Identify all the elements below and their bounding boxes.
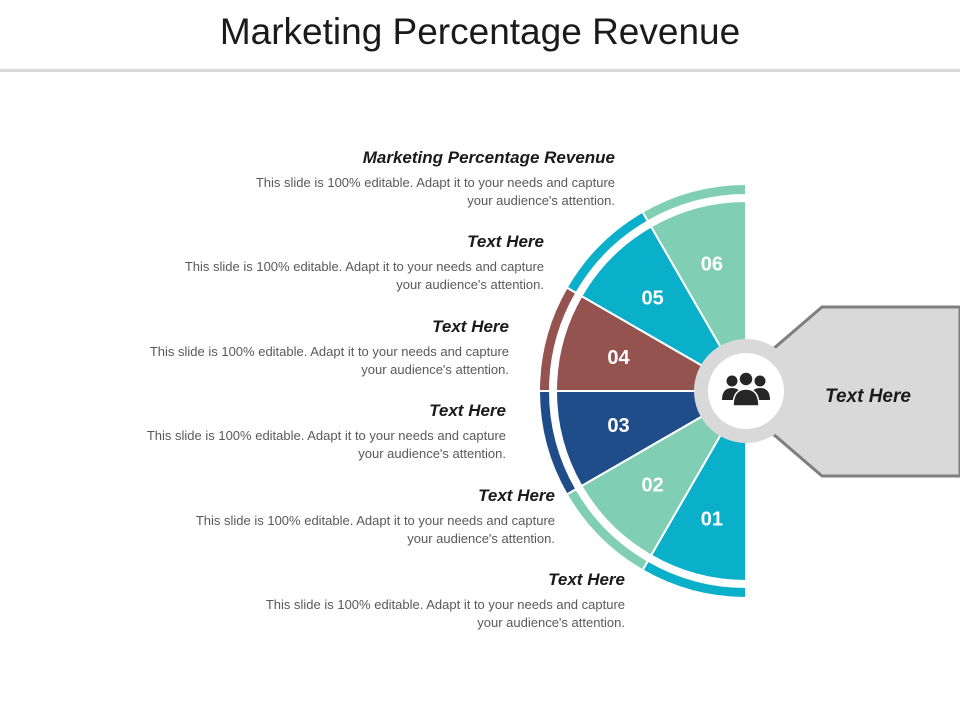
wedge-02	[580, 388, 749, 557]
ring-arc-06	[641, 182, 747, 223]
text-block-heading: Marketing Percentage Revenue	[362, 148, 615, 167]
text-block-2: Text Here This slide is 100% editable. A…	[174, 231, 544, 294]
text-block-body: This slide is 100% editable. Adapt it to…	[146, 428, 506, 461]
wedges	[554, 199, 750, 583]
text-block-1: Marketing Percentage Revenue This slide …	[245, 147, 615, 210]
text-block-body: This slide is 100% editable. Adapt it to…	[149, 344, 509, 377]
text-block-heading: Text Here	[429, 401, 506, 420]
segment-label-04: 04	[607, 347, 630, 369]
wedge-01	[649, 387, 747, 583]
segment-label-06: 06	[701, 253, 723, 275]
text-block-6: Text Here This slide is 100% editable. A…	[255, 569, 625, 632]
text-block-heading: Text Here	[548, 570, 625, 589]
text-block-3: Text Here This slide is 100% editable. A…	[139, 316, 509, 379]
title-divider	[0, 69, 960, 72]
callout-label: Text Here	[825, 386, 911, 407]
text-block-body: This slide is 100% editable. Adapt it to…	[255, 175, 615, 208]
text-block-4: Text Here This slide is 100% editable. A…	[136, 400, 506, 463]
text-block-body: This slide is 100% editable. Adapt it to…	[184, 259, 544, 292]
people-group-icon	[722, 371, 770, 407]
text-block-heading: Text Here	[467, 232, 544, 251]
segment-label-05: 05	[642, 288, 664, 310]
text-block-5: Text Here This slide is 100% editable. A…	[185, 485, 555, 548]
wedge-05	[580, 225, 749, 394]
page-title: Marketing Percentage Revenue	[219, 11, 741, 52]
segment-labels: 01 02 03 04 05 06	[607, 253, 723, 530]
text-block-body: This slide is 100% editable. Adapt it to…	[195, 513, 555, 546]
wedge-03	[554, 390, 750, 488]
segment-label-03: 03	[607, 415, 629, 437]
segment-label-02: 02	[642, 474, 664, 496]
wedge-06	[649, 199, 747, 395]
text-block-heading: Text Here	[432, 317, 509, 336]
outer-ring	[537, 182, 747, 600]
text-block-body: This slide is 100% editable. Adapt it to…	[265, 597, 625, 630]
segment-label-01: 01	[701, 509, 723, 531]
text-block-heading: Text Here	[478, 486, 555, 505]
wedge-04	[554, 294, 750, 392]
